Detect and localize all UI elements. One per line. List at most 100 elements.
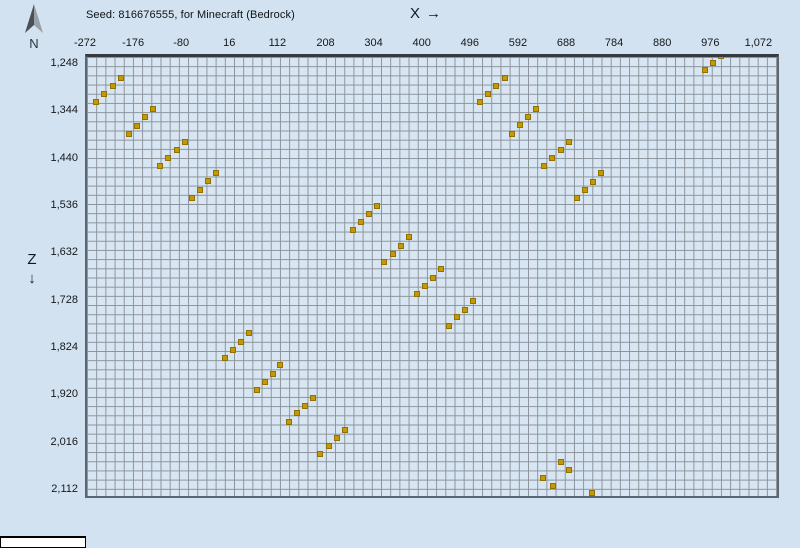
gold-marker[interactable] bbox=[358, 219, 364, 225]
gold-marker[interactable] bbox=[525, 114, 531, 120]
gold-marker[interactable] bbox=[438, 266, 444, 272]
x-tick-label: -176 bbox=[122, 37, 145, 49]
gold-marker[interactable] bbox=[558, 147, 564, 153]
gold-marker[interactable] bbox=[493, 83, 499, 89]
gold-marker[interactable] bbox=[549, 155, 555, 161]
x-tick-label: 112 bbox=[268, 37, 287, 49]
gold-marker[interactable] bbox=[509, 131, 515, 137]
gold-marker[interactable] bbox=[238, 339, 244, 345]
gold-marker[interactable] bbox=[430, 275, 436, 281]
gold-marker[interactable] bbox=[101, 91, 107, 97]
gold-marker[interactable] bbox=[541, 163, 547, 169]
z-tick-label: 1,344 bbox=[50, 104, 78, 117]
gold-marker[interactable] bbox=[350, 227, 356, 233]
gold-marker[interactable] bbox=[334, 435, 340, 441]
z-tick-label: 1,248 bbox=[50, 57, 78, 69]
gold-marker[interactable] bbox=[165, 155, 171, 161]
x-tick-label: 880 bbox=[653, 37, 672, 49]
gold-marker[interactable] bbox=[566, 467, 572, 473]
gold-marker[interactable] bbox=[93, 99, 99, 105]
gold-marker[interactable] bbox=[142, 114, 148, 120]
gold-marker[interactable] bbox=[213, 170, 219, 176]
gold-marker[interactable] bbox=[540, 475, 546, 481]
gold-marker[interactable] bbox=[374, 203, 380, 209]
z-tick-label: 1,440 bbox=[50, 151, 78, 164]
gold-marker[interactable] bbox=[182, 139, 188, 145]
x-tick-label: 784 bbox=[604, 37, 624, 49]
compass: N bbox=[20, 4, 48, 51]
z-tick-label: 1,728 bbox=[50, 293, 78, 306]
gold-marker[interactable] bbox=[398, 243, 404, 249]
gold-marker[interactable] bbox=[270, 371, 276, 377]
gold-marker[interactable] bbox=[126, 131, 132, 137]
gold-marker[interactable] bbox=[197, 187, 203, 193]
gold-marker[interactable] bbox=[366, 211, 372, 217]
partial-legend-box bbox=[0, 536, 86, 548]
x-tick-label: 16 bbox=[223, 37, 236, 49]
gold-marker[interactable] bbox=[550, 483, 556, 489]
gold-marker[interactable] bbox=[485, 91, 491, 97]
gold-marker[interactable] bbox=[414, 291, 420, 297]
gold-marker[interactable] bbox=[702, 67, 708, 73]
gold-marker[interactable] bbox=[718, 57, 724, 59]
gold-marker[interactable] bbox=[517, 122, 523, 128]
gold-marker[interactable] bbox=[470, 298, 476, 304]
gold-marker[interactable] bbox=[205, 178, 211, 184]
gold-marker[interactable] bbox=[174, 147, 180, 153]
z-tick-label: 2,016 bbox=[50, 435, 78, 448]
gold-marker[interactable] bbox=[558, 459, 564, 465]
gold-marker[interactable] bbox=[310, 395, 316, 401]
gold-marker[interactable] bbox=[254, 387, 260, 393]
x-axis-title-letter: X bbox=[410, 5, 421, 22]
x-tick-label: 208 bbox=[316, 37, 335, 49]
gold-marker[interactable] bbox=[406, 234, 412, 240]
gold-marker[interactable] bbox=[446, 323, 452, 329]
map-grid[interactable] bbox=[85, 54, 779, 498]
gold-marker[interactable] bbox=[189, 195, 195, 201]
gold-marker[interactable] bbox=[477, 99, 483, 105]
gold-marker[interactable] bbox=[134, 123, 140, 129]
gold-marker[interactable] bbox=[574, 195, 580, 201]
gold-marker[interactable] bbox=[390, 251, 396, 257]
x-axis-title: X → bbox=[410, 5, 441, 22]
gold-marker[interactable] bbox=[326, 443, 332, 449]
gold-marker[interactable] bbox=[710, 60, 716, 66]
z-tick-label: 1,536 bbox=[50, 199, 78, 212]
gold-marker[interactable] bbox=[502, 75, 508, 81]
gold-marker[interactable] bbox=[222, 355, 228, 361]
gold-marker[interactable] bbox=[262, 379, 268, 385]
gold-marker[interactable] bbox=[598, 170, 604, 176]
z-tick-label: 1,632 bbox=[50, 246, 78, 259]
z-tick-label: 1,920 bbox=[50, 388, 78, 401]
x-tick-label: 304 bbox=[364, 37, 383, 49]
gold-marker[interactable] bbox=[110, 83, 116, 89]
gold-marker[interactable] bbox=[157, 163, 163, 169]
x-tick-label: 1,072 bbox=[744, 37, 773, 49]
gold-marker[interactable] bbox=[454, 314, 460, 320]
gold-marker[interactable] bbox=[246, 330, 252, 336]
gold-marker[interactable] bbox=[566, 139, 572, 145]
gold-marker[interactable] bbox=[342, 427, 348, 433]
gold-marker[interactable] bbox=[277, 362, 283, 368]
gold-marker[interactable] bbox=[294, 410, 300, 416]
gold-marker[interactable] bbox=[462, 307, 468, 313]
z-tick-label: 1,824 bbox=[50, 341, 78, 354]
gold-marker[interactable] bbox=[302, 403, 308, 409]
gold-marker[interactable] bbox=[590, 179, 596, 185]
gold-marker[interactable] bbox=[381, 259, 387, 265]
gold-marker[interactable] bbox=[150, 106, 156, 112]
x-tick-label: 496 bbox=[460, 37, 479, 49]
x-axis-arrow-icon: → bbox=[426, 5, 442, 22]
x-tick-label: 592 bbox=[508, 37, 528, 49]
gold-marker[interactable] bbox=[286, 419, 292, 425]
gold-marker[interactable] bbox=[118, 75, 124, 81]
gold-marker[interactable] bbox=[589, 490, 595, 496]
x-tick-label: 976 bbox=[701, 37, 720, 49]
gold-marker[interactable] bbox=[422, 283, 428, 289]
gold-marker[interactable] bbox=[533, 106, 539, 112]
x-tick-label: -272 bbox=[73, 37, 97, 49]
gold-marker[interactable] bbox=[582, 187, 588, 193]
compass-needle-icon bbox=[25, 4, 43, 33]
gold-marker[interactable] bbox=[230, 347, 236, 353]
gold-marker[interactable] bbox=[317, 451, 323, 457]
